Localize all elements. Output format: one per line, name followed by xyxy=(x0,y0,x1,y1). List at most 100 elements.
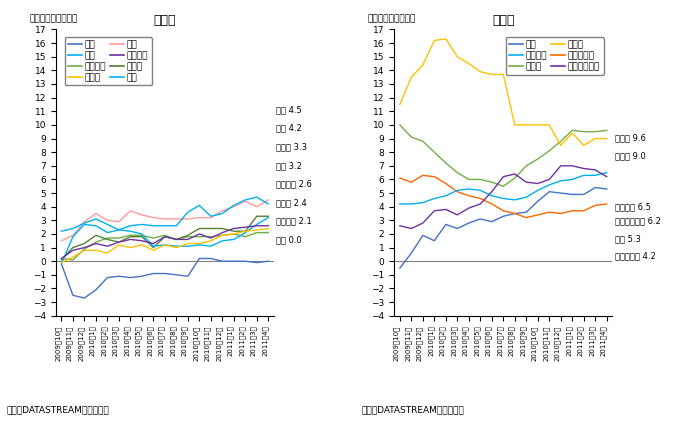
Legend: 日本, 米国, フランス, ドイツ, 英国, イタリア, カナダ, 韓国: 日本, 米国, フランス, ドイツ, 英国, イタリア, カナダ, 韓国 xyxy=(65,37,152,85)
インド xyxy=(465,61,473,66)
英国 xyxy=(149,215,157,220)
ブラジル xyxy=(442,193,450,198)
Text: カナダ 3.3: カナダ 3.3 xyxy=(276,142,307,151)
中国 xyxy=(407,250,416,256)
フランス xyxy=(80,246,88,251)
フランス xyxy=(195,234,203,239)
インド xyxy=(407,75,416,80)
Line: ドイツ: ドイツ xyxy=(61,229,268,263)
南アフリカ xyxy=(511,211,519,216)
Title: 先進国: 先進国 xyxy=(154,14,176,27)
ロシア xyxy=(476,177,484,182)
南アフリカ xyxy=(534,212,542,217)
フランス xyxy=(57,256,65,261)
南アフリカ xyxy=(419,173,427,178)
中国 xyxy=(442,222,450,227)
英国 xyxy=(218,208,226,213)
英国 xyxy=(103,218,111,223)
イタリア xyxy=(195,232,203,237)
カナダ xyxy=(241,229,249,234)
中国 xyxy=(396,266,404,271)
Text: インドネシア 6.2: インドネシア 6.2 xyxy=(615,217,661,226)
ロシア xyxy=(419,139,427,144)
米国 xyxy=(161,242,169,248)
インド xyxy=(396,102,404,107)
中国 xyxy=(591,185,599,190)
インドネシア xyxy=(407,226,416,231)
ブラジル xyxy=(476,188,484,193)
米国 xyxy=(230,237,238,242)
南アフリカ xyxy=(545,210,553,215)
ブラジル xyxy=(488,193,496,198)
ドイツ xyxy=(115,242,123,248)
カナダ xyxy=(92,233,100,238)
Line: イタリア: イタリア xyxy=(61,226,268,258)
日本 xyxy=(80,296,88,301)
インド xyxy=(488,72,496,77)
ロシア xyxy=(603,128,611,133)
韓国 xyxy=(80,221,88,226)
フランス xyxy=(230,232,238,237)
カナダ xyxy=(149,245,157,250)
韓国 xyxy=(264,201,272,206)
イタリア xyxy=(264,223,272,228)
ブラジル xyxy=(453,188,461,193)
フランス xyxy=(218,233,226,238)
英国 xyxy=(92,211,100,216)
日本 xyxy=(264,258,272,264)
インドネシア xyxy=(476,201,484,206)
フランス xyxy=(264,230,272,235)
イタリア xyxy=(115,240,123,245)
フランス xyxy=(172,237,180,242)
日本 xyxy=(115,274,123,279)
韓国 xyxy=(92,216,100,221)
中国 xyxy=(580,192,588,197)
Line: ロシア: ロシア xyxy=(400,125,607,186)
英国 xyxy=(80,219,88,224)
米国 xyxy=(80,222,88,227)
Line: 南アフリカ: 南アフリカ xyxy=(400,175,607,218)
Text: 米国 3.2: 米国 3.2 xyxy=(276,161,302,170)
Line: 米国: 米国 xyxy=(61,218,268,264)
南アフリカ xyxy=(568,208,576,213)
フランス xyxy=(92,240,100,245)
韓国 xyxy=(149,223,157,228)
ドイツ xyxy=(184,241,192,246)
中国 xyxy=(534,199,542,204)
インド xyxy=(442,37,450,42)
イタリア xyxy=(138,238,146,243)
米国 xyxy=(218,238,226,243)
フランス xyxy=(126,233,134,238)
フランス xyxy=(161,233,169,238)
インドネシア xyxy=(522,180,530,185)
Text: ブラジル 6.5: ブラジル 6.5 xyxy=(615,203,651,211)
ドイツ xyxy=(80,248,88,253)
Line: 韓国: 韓国 xyxy=(61,197,268,231)
南アフリカ xyxy=(591,203,599,208)
英国 xyxy=(253,204,261,209)
南アフリカ xyxy=(488,201,496,206)
ドイツ xyxy=(103,250,111,256)
インドネシア xyxy=(396,223,404,228)
ロシア xyxy=(580,129,588,134)
ブラジル xyxy=(511,197,519,203)
英国 xyxy=(115,219,123,224)
ロシア xyxy=(499,184,507,189)
Text: 韓国 4.2: 韓国 4.2 xyxy=(276,124,302,133)
英国 xyxy=(207,215,215,220)
米国 xyxy=(241,230,249,235)
韓国 xyxy=(126,223,134,228)
Line: ブラジル: ブラジル xyxy=(400,173,607,204)
Text: 中国 5.3: 中国 5.3 xyxy=(615,234,640,243)
フランス xyxy=(138,233,146,238)
中国 xyxy=(511,211,519,216)
米国 xyxy=(207,244,215,249)
Text: 南アフリカ 4.2: 南アフリカ 4.2 xyxy=(615,251,656,260)
米国 xyxy=(149,244,157,249)
南アフリカ xyxy=(465,193,473,198)
日本 xyxy=(69,293,77,298)
インドネシア xyxy=(557,163,565,168)
韓国 xyxy=(69,226,77,231)
韓国 xyxy=(172,223,180,228)
南アフリカ xyxy=(407,180,416,185)
